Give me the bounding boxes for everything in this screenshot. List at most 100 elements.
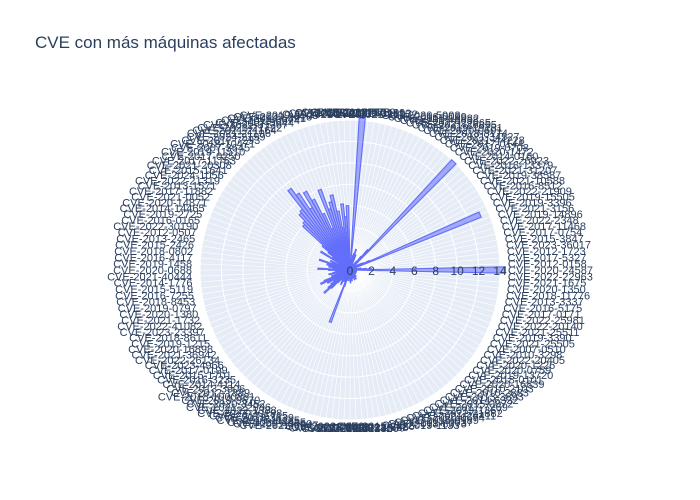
angular-tick-label: CVE-2017-11468 [502,221,586,233]
angular-tick-label: CVE-2021-22986 [186,402,271,414]
angular-tick-label: CVE-2017-11882 [129,186,213,198]
angular-tick-label: CVE-2015-2426 [336,421,415,433]
angular-tick-label: CVE-2022-21319 [135,175,220,187]
angular-grid-line [349,269,483,340]
angular-tick-label: CVE-2020-16839 [459,379,544,391]
angular-tick-label: CVE-2015-5119 [115,284,193,296]
angular-grid-line [349,174,467,271]
angular-tick-label: CVE-2021-36942 [131,349,216,361]
angular-tick-label: CVE-2019-1458 [113,259,192,271]
angular-tick-label: CVE-2022-26923 [464,156,549,168]
angular-grid-line [201,251,351,271]
angular-tick-label: CVE-2007-3644 [215,117,294,129]
angular-grid-line [250,269,351,383]
angular-tick-label: CVE-2021-3156 [495,203,574,215]
angular-tick-label: CVE-2017-8759 [317,107,396,119]
angular-grid-line [349,125,393,271]
angular-grid-line [349,269,441,391]
angular-grid-line [349,184,474,271]
angular-tick-label: CVE-2017-0754 [503,227,582,239]
radial-tick-label: 4 [390,264,397,278]
angular-grid-line [254,269,351,387]
angular-tick-label: CVE-2015-0072 [434,399,513,411]
angular-tick-label: CVE-2020-0688 [113,265,192,277]
angular-grid-line [349,269,489,330]
angular-tick-label: CVE-2021-44228 [440,135,525,147]
angular-grid-line [349,137,420,271]
angular-tick-label: CVE-2007-3645 [171,143,250,155]
angular-grid-line [349,269,363,420]
angular-tick-label: CVE-2022-25981 [500,315,585,327]
angular-tick-label: CVE-2018-13379 [468,160,553,172]
radial-tick-label: 12 [472,264,486,278]
angular-grid-line [349,222,493,271]
angular-grid-line [319,269,351,418]
angular-tick-label: CVE-2012-1889 [171,387,250,399]
angular-tick-label: CVE-2007-0510 [487,344,566,356]
angular-grid-line [349,269,426,401]
angular-grid-line [349,269,420,403]
angular-tick-label: CVE-2020-1380 [119,309,198,321]
angular-tick-label: CVE-2020-3452 [187,399,266,411]
angular-tick-label: CVE-2012-0158 [508,259,587,271]
angular-tick-label: CVE-2016-5175 [503,303,582,315]
angular-tick-label: CVE-2017-11763 [152,156,236,168]
angular-tick-label: CVE-2013-3337 [505,297,584,309]
angular-tick-label: CVE-2019-3396 [493,197,572,209]
angular-grid-line [349,269,369,419]
angular-tick-label: CVE-2021-26855 [412,120,497,132]
angular-tick-label: CVE-2023-21722 [197,122,282,134]
angular-tick-label: CVE-2016-0099 [388,112,467,124]
radial-tick-label: 6 [411,264,418,278]
angular-grid-line [337,269,351,420]
angular-tick-label: CVE-2019-0797 [118,303,197,315]
angular-tick-label: CVE-2018-8611 [129,333,207,345]
angular-tick-label: CVE-2018-15982 [394,113,479,125]
angular-grid-line [207,269,351,318]
angular-tick-label: CVE-2022-0847 [240,420,319,432]
angular-grid-line [264,269,351,394]
angular-tick-label: CVE-2020-0674 [406,413,485,425]
angular-tick-label: CVE-2018-0101 [464,374,543,386]
angular-grid-line [349,269,450,383]
angular-tick-label: CVE-2017-7293 [181,135,260,147]
angular-grid-line [349,269,455,379]
angular-grid-line [259,269,351,391]
angular-tick-label: CVE-2018-0802 [114,246,193,258]
angular-grid-line [202,269,351,301]
angular-grid-line [313,269,351,416]
angular-grid-line [343,269,351,420]
angular-tick-label: CVE-2009-2618 [233,112,312,124]
angular-grid-line [349,269,459,375]
angular-grid-line [349,269,393,415]
angular-tick-label: CVE-2024-1056 [145,170,224,182]
angular-grid-line [349,143,431,271]
angular-grid-line [349,245,499,271]
angular-tick-label: CVE-2017-5638 [400,115,479,127]
angular-grid-line [202,239,351,271]
angular-tick-label: CVE-2021-40444 [107,271,192,283]
polar-bar [349,211,482,271]
angular-tick-label: CVE-2019-11135 [217,415,300,427]
angular-tick-label: CVE-2024-2199 [187,131,266,143]
angular-tick-label: CVE-2021-22555 [320,422,405,434]
angular-tick-label: CVE-2021-10588 [480,175,565,187]
angular-tick-label: CVE-2019-11510 [161,147,245,159]
angular-tick-label: CVE-2016-5674 [221,115,300,127]
angular-grid-line [349,121,375,271]
angular-grid-line [349,269,491,324]
angular-tick-label: CVE-2019-2725 [123,209,202,221]
angular-grid-line [349,269,375,419]
angular-tick-label: CVE-2018-8373 [388,418,467,430]
angular-tick-label: CVE-2021-21972 [333,109,418,121]
angular-grid-line [349,269,499,295]
angular-tick-label: CVE-2021-26411 [412,410,496,422]
angular-grid-line [349,269,446,387]
angular-grid-line [349,239,498,271]
angular-tick-label: CVE-2020-10189 [320,108,405,120]
angular-tick-label: CVE-2018-3639 [215,413,294,425]
angular-grid-line [349,269,381,418]
angular-tick-label: CVE-2014-14465 [120,203,205,215]
angular-tick-label: CVE-2017-5327 [507,252,586,264]
angular-tick-label: CVE-2017-7269 [429,402,508,414]
